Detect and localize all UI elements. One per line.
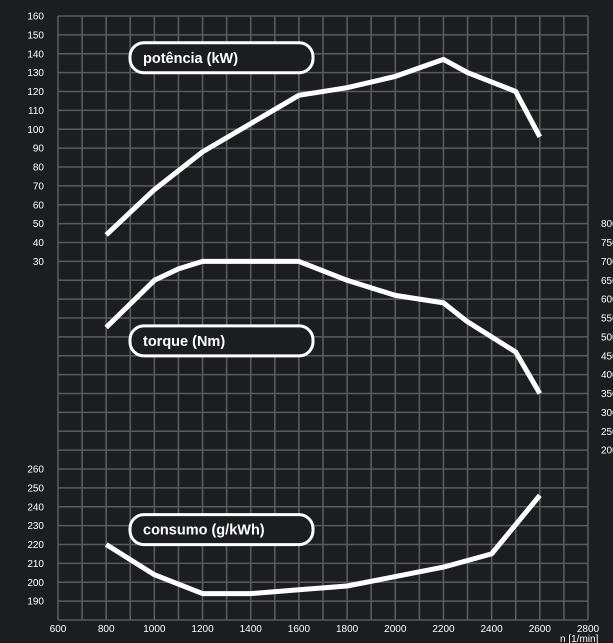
power-axis-tick: 160 xyxy=(27,12,44,23)
power-axis-tick: 120 xyxy=(27,87,44,98)
consumption-axis-tick: 240 xyxy=(27,502,44,513)
x-axis-tick: 2600 xyxy=(529,624,552,635)
x-axis-tick: 1600 xyxy=(288,624,311,635)
x-axis-tick: 1800 xyxy=(336,624,359,635)
power-axis-tick: 90 xyxy=(33,144,45,155)
x-axis-tick: 2000 xyxy=(384,624,407,635)
torque-curve xyxy=(104,258,542,395)
consumption-axis-tick: 190 xyxy=(27,597,44,608)
torque-axis-tick: 700 xyxy=(601,257,613,268)
power-axis-tick: 150 xyxy=(27,30,44,41)
chart-grid xyxy=(57,15,589,621)
power-axis-tick: 30 xyxy=(33,257,45,268)
x-axis-unit-label: n [1/min] xyxy=(560,634,599,643)
power-axis-tick: 140 xyxy=(27,49,44,60)
power-axis-tick: 70 xyxy=(33,181,45,192)
x-axis-tick: 2800 xyxy=(577,624,600,635)
torque-axis-tick: 350 xyxy=(601,389,613,400)
torque-axis-tick: 800 xyxy=(601,219,613,230)
consumption-label-box xyxy=(128,513,315,547)
consumption-series-label: consumo (g/kWh) xyxy=(128,513,315,547)
power-axis-tick: 50 xyxy=(33,219,45,230)
power-series-label: potência (kW) xyxy=(128,41,315,75)
consumption-axis-tick: 230 xyxy=(27,521,44,532)
torque-axis-tick: 300 xyxy=(601,408,613,419)
torque-label-text: torque (Nm) xyxy=(143,334,225,350)
consumption-axis-tick: 220 xyxy=(27,540,44,551)
consumption-axis-tick: 250 xyxy=(27,483,44,494)
consumption-axis-tick: 200 xyxy=(27,578,44,589)
torque-axis-tick: 650 xyxy=(601,276,613,287)
power-label-text: potência (kW) xyxy=(143,51,238,67)
power-axis-tick: 80 xyxy=(33,163,45,174)
torque-axis-tick: 750 xyxy=(601,238,613,249)
consumption-axis-tick: 260 xyxy=(27,465,44,476)
power-axis-tick: 60 xyxy=(33,200,45,211)
torque-axis-tick: 500 xyxy=(601,332,613,343)
x-axis-tick: 1000 xyxy=(143,624,166,635)
power-axis-tick: 130 xyxy=(27,68,44,79)
torque-axis-tick: 600 xyxy=(601,295,613,306)
power-label-box xyxy=(128,41,315,75)
chart-curves xyxy=(104,56,543,597)
x-axis-tick: 800 xyxy=(98,624,115,635)
consumption-label-text: consumo (g/kWh) xyxy=(143,523,265,539)
power-curve xyxy=(104,56,543,237)
torque-axis-tick: 400 xyxy=(601,370,613,381)
torque-label-box xyxy=(128,324,315,358)
x-axis-tick: 1400 xyxy=(240,624,263,635)
consumption-curve xyxy=(104,493,542,597)
torque-axis-tick: 200 xyxy=(601,446,613,457)
torque-axis-tick: 450 xyxy=(601,351,613,362)
consumption-axis-tick: 210 xyxy=(27,559,44,570)
torque-axis-tick: 250 xyxy=(601,427,613,438)
torque-axis-tick: 550 xyxy=(601,314,613,325)
series-labels: potência (kW) torque (Nm) consumo (g/kWh) xyxy=(128,41,315,547)
x-axis-tick: 1200 xyxy=(191,624,214,635)
power-axis-tick: 40 xyxy=(33,238,45,249)
axis-ticks: 160 150 140 130 120 110 100 90 80 70 60 50 40 30 260 25… xyxy=(27,12,613,636)
x-axis-tick: 600 xyxy=(50,624,67,635)
torque-series-label: torque (Nm) xyxy=(128,324,315,358)
x-axis-tick: 2200 xyxy=(432,624,455,635)
power-axis-tick: 110 xyxy=(28,106,44,117)
x-axis-tick: 2400 xyxy=(481,624,504,635)
power-axis-tick: 100 xyxy=(27,125,44,136)
